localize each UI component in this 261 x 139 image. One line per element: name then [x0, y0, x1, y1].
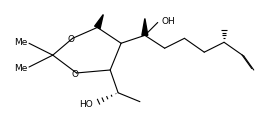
Text: O: O	[67, 35, 74, 44]
Text: Me: Me	[14, 38, 27, 47]
Text: HO: HO	[79, 100, 92, 109]
Polygon shape	[142, 18, 148, 35]
Text: Me: Me	[14, 64, 27, 73]
Text: O: O	[71, 70, 78, 80]
Polygon shape	[95, 15, 103, 29]
Text: OH: OH	[162, 17, 175, 26]
